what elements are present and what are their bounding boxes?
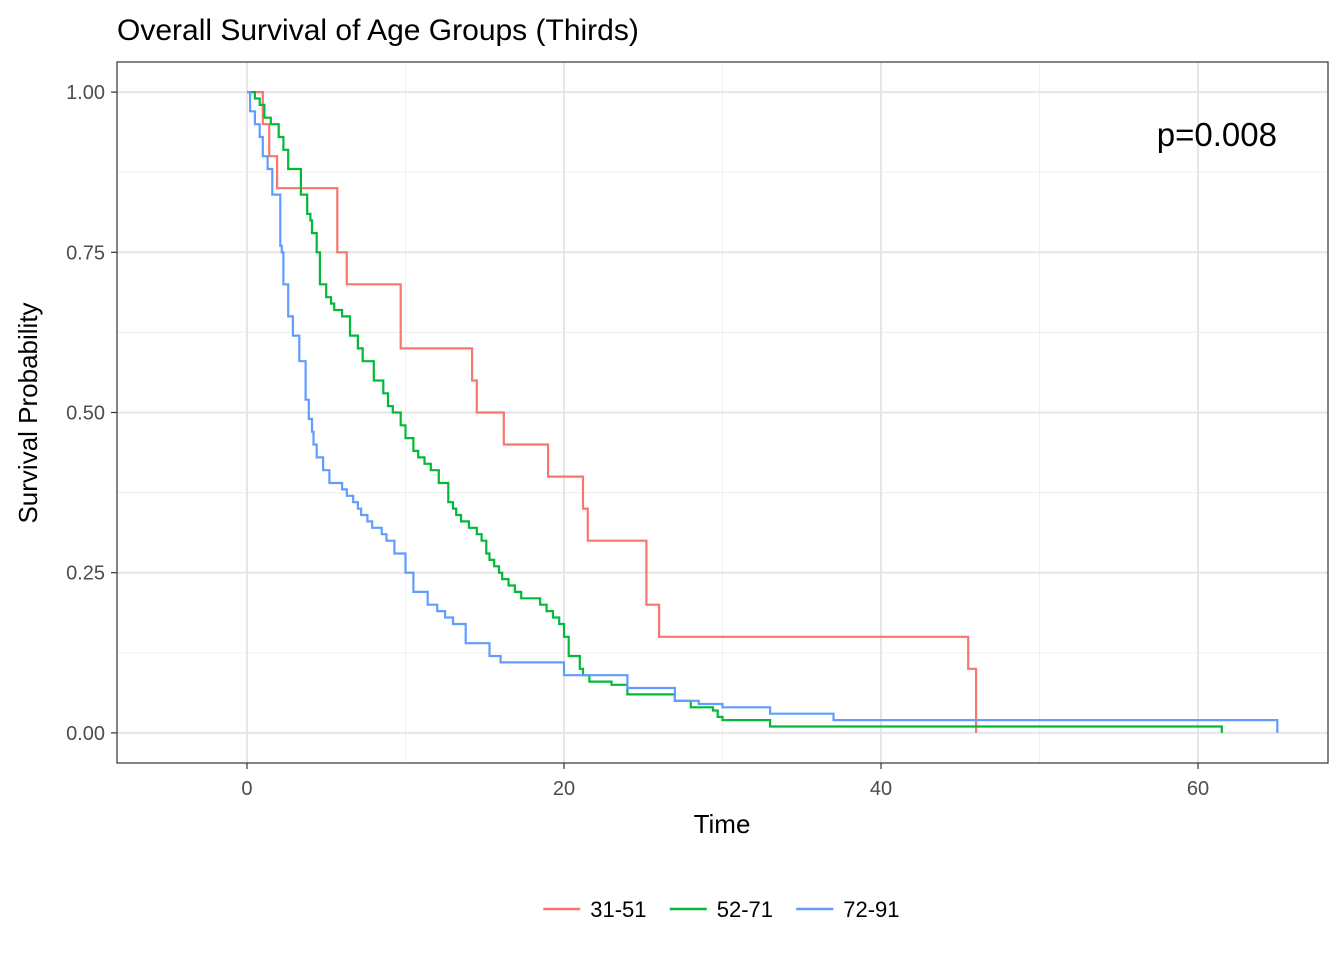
x-tick-label: 40 [870, 778, 892, 800]
survival-curve-52-71 [247, 91, 1223, 733]
survival-curve-72-91 [247, 91, 1279, 733]
plot-area: p=0.008 [116, 61, 1329, 764]
x-axis: 0 20 40 60 [241, 763, 1209, 800]
survival-curves [247, 91, 1279, 733]
y-axis: 0.00 0.25 0.50 0.75 1.00 [66, 82, 117, 745]
y-tick-label: 1.00 [66, 82, 105, 104]
x-tick-label: 60 [1187, 778, 1209, 800]
legend-label-52-71: 52-71 [717, 897, 773, 922]
legend-label-72-91: 72-91 [843, 897, 899, 922]
legend-label-31-51: 31-51 [590, 897, 646, 922]
x-axis-title: Time [694, 809, 751, 839]
y-tick-label: 0.75 [66, 242, 105, 264]
y-tick-label: 0.50 [66, 403, 105, 425]
x-tick-label: 20 [553, 778, 575, 800]
y-tick-label: 0.00 [66, 723, 105, 745]
survival-curve-31-51 [247, 91, 978, 733]
legend: 31-51 52-71 72-91 [543, 897, 900, 922]
y-axis-title: Survival Probability [13, 302, 43, 523]
x-tick-label: 0 [241, 778, 252, 800]
chart-title: Overall Survival of Age Groups (Thirds) [117, 14, 639, 47]
p-value-annotation: p=0.008 [1157, 116, 1277, 153]
y-tick-label: 0.25 [66, 563, 105, 585]
